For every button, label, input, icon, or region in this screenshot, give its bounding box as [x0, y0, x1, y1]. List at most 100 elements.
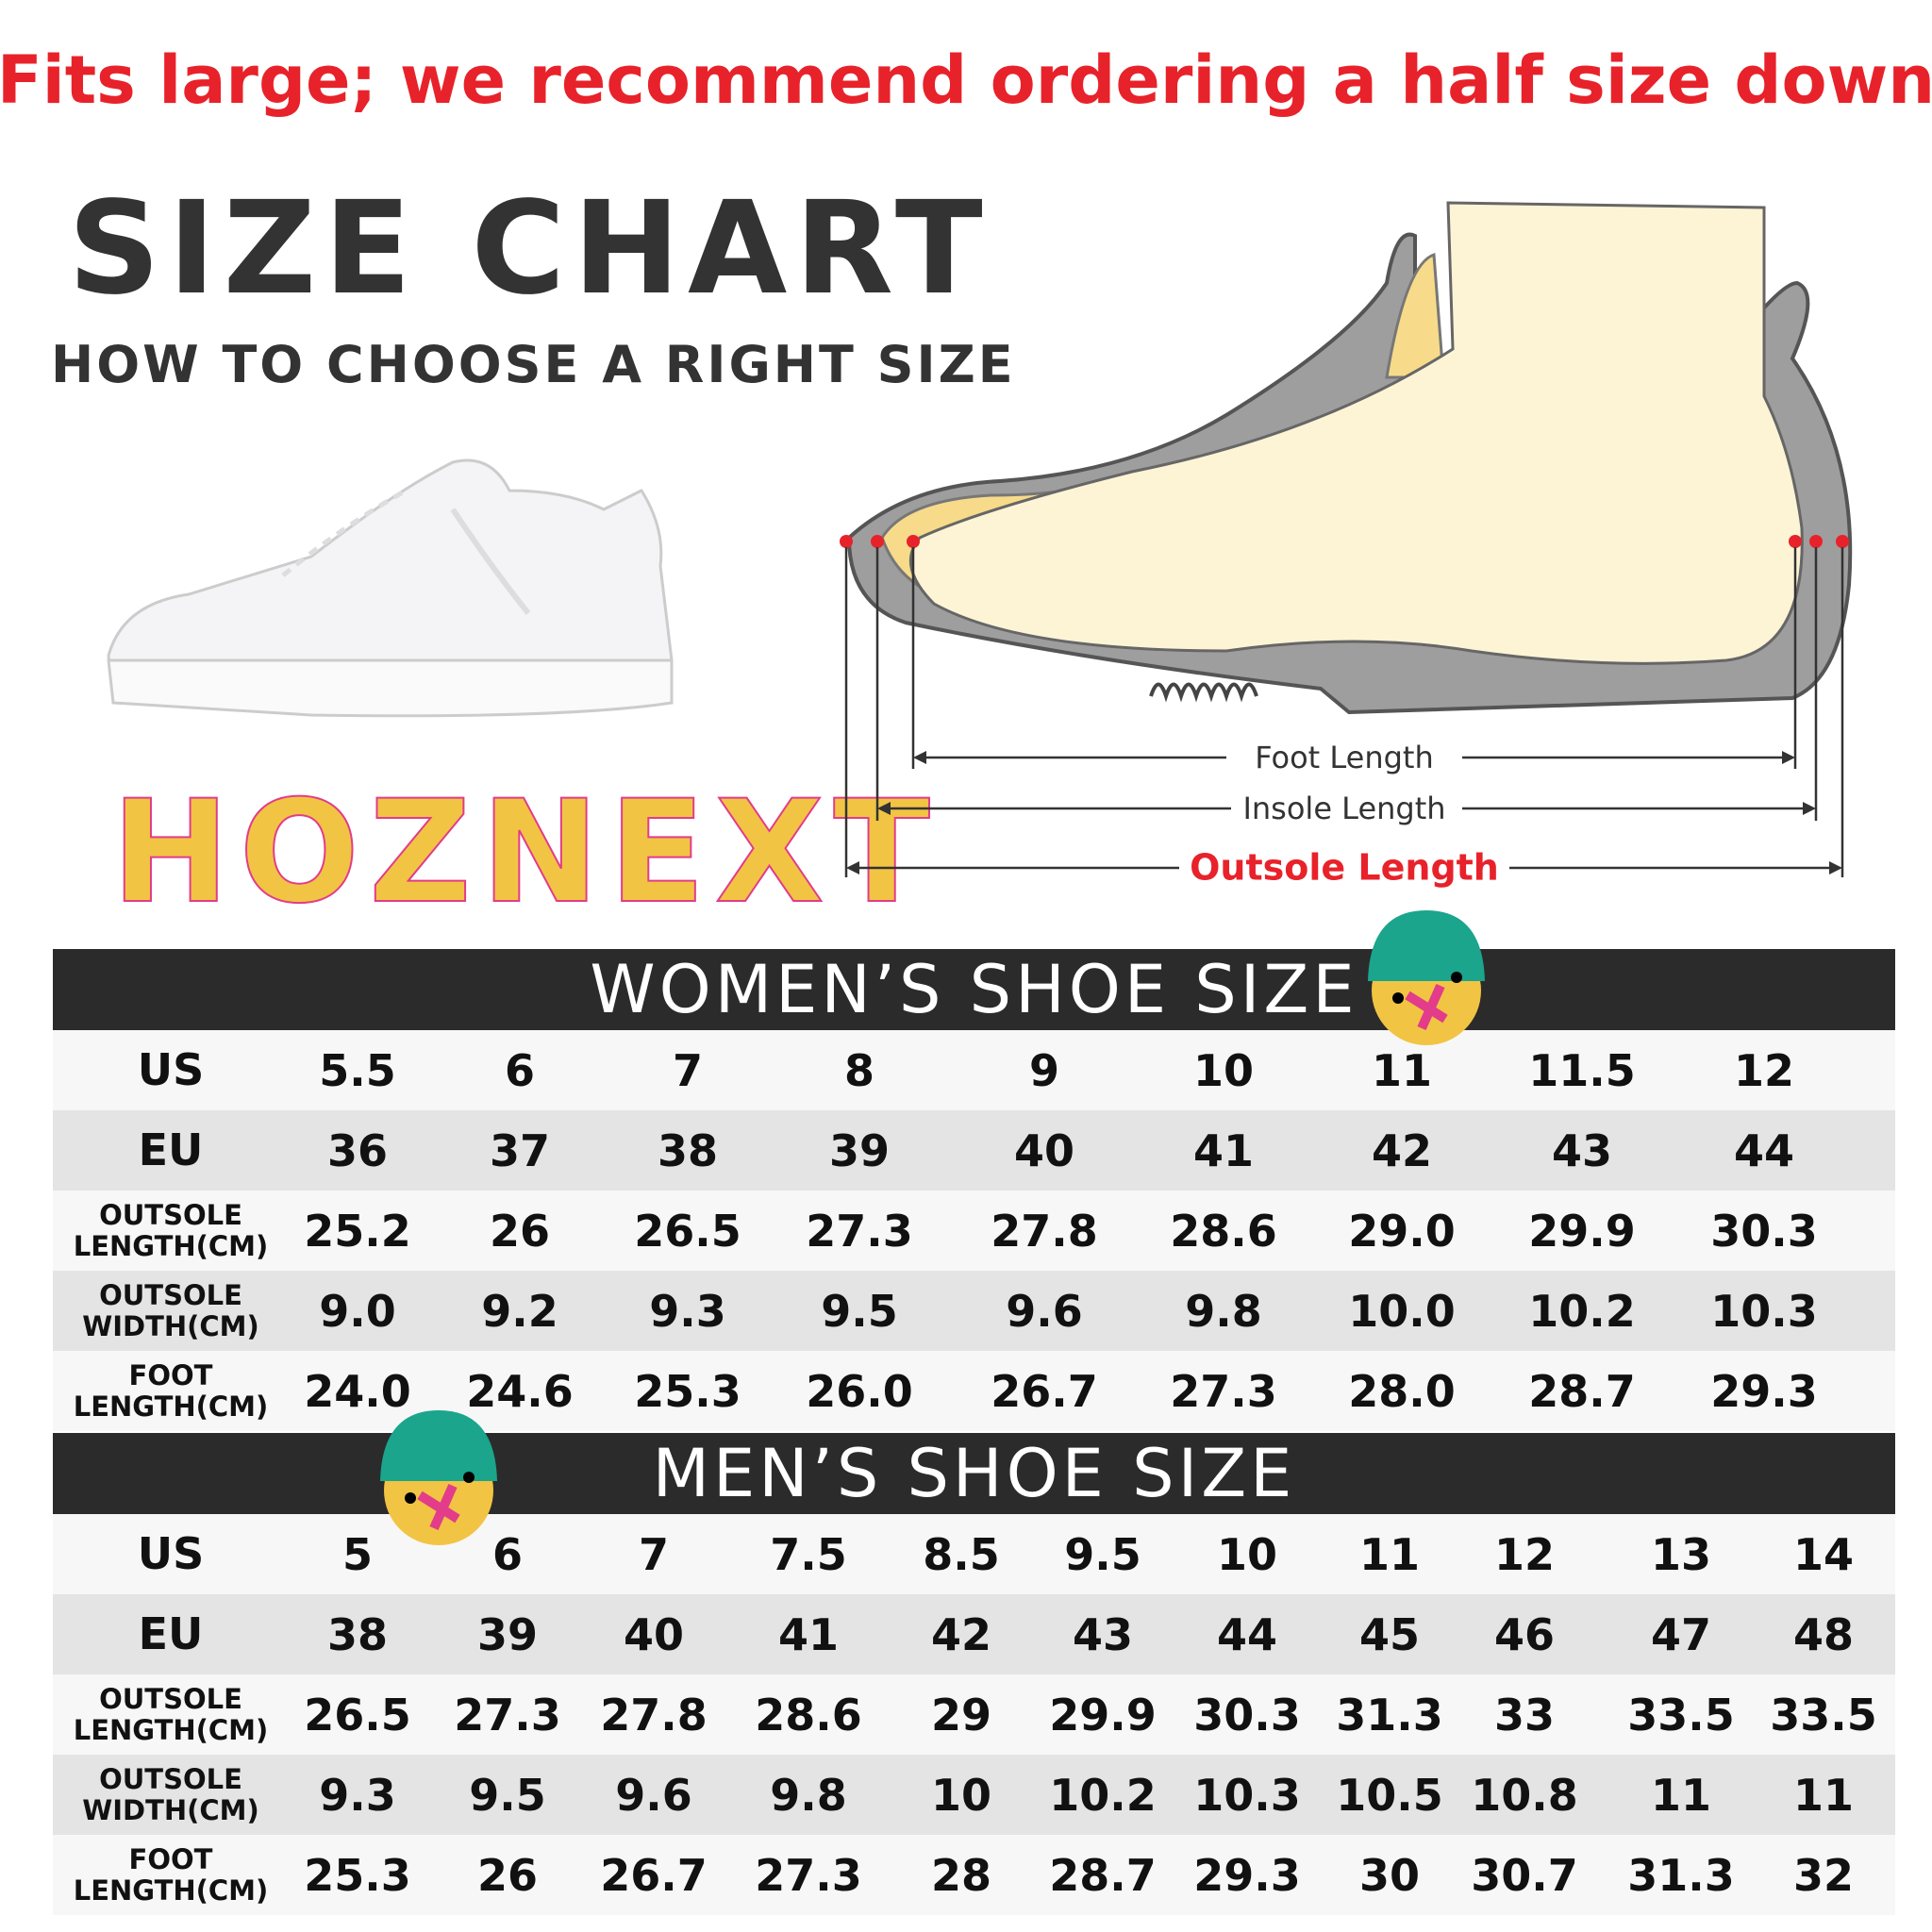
table-cell: 28.7	[1528, 1365, 1636, 1417]
table-cell: 7.5	[770, 1528, 847, 1580]
banner: Fits large; we recommend ordering a half…	[0, 42, 1932, 119]
table-cell: 30.3	[1710, 1205, 1818, 1257]
diagram-label: Insole Length	[1242, 791, 1445, 826]
row-label: FOOT LENGTH(CM)	[73, 1842, 269, 1907]
table-cell: 42	[1371, 1124, 1432, 1176]
table-cell: 27.3	[454, 1689, 561, 1740]
table-cell: 11	[1358, 1528, 1420, 1580]
logo: HOZNEXT	[110, 770, 940, 936]
diagram-label: Foot Length	[1255, 740, 1434, 775]
table-cell: 10.5	[1336, 1769, 1443, 1821]
table-cell: 27.3	[1170, 1365, 1277, 1417]
table-cell: 7	[672, 1044, 703, 1096]
row-label: OUTSOLE WIDTH(CM)	[82, 1278, 259, 1342]
subtitle: HOW TO CHOOSE A RIGHT SIZE	[51, 335, 1016, 394]
table-cell: 26.7	[991, 1365, 1098, 1417]
table-cell: 26.5	[634, 1205, 741, 1257]
table-cell: 10	[1192, 1044, 1254, 1096]
table-cell: 9.2	[481, 1285, 558, 1337]
table-cell: 9.0	[319, 1285, 396, 1337]
table-cell: 10.2	[1528, 1285, 1636, 1337]
table-cell: 31.3	[1627, 1849, 1735, 1901]
logo-text: HOZNEXT	[111, 771, 940, 935]
table-cell: 44	[1216, 1608, 1277, 1660]
table-cell: 9.3	[319, 1769, 396, 1821]
table-row	[53, 1110, 1895, 1191]
table-cell: 33.5	[1770, 1689, 1877, 1740]
table-cell: 11	[1650, 1769, 1711, 1821]
table-row	[53, 1835, 1895, 1915]
table-cell: 9.6	[615, 1769, 692, 1821]
table-cell: 27.8	[600, 1689, 708, 1740]
table-cell: 9	[1028, 1044, 1059, 1096]
table-cell: 40	[623, 1608, 684, 1660]
row-label: FOOT LENGTH(CM)	[73, 1358, 269, 1423]
table-cell: 28.6	[755, 1689, 862, 1740]
row-label: EU	[138, 1124, 204, 1175]
row-label: OUTSOLE WIDTH(CM)	[82, 1762, 259, 1826]
table-cell: 28.0	[1348, 1365, 1456, 1417]
diagram-label: Outsole Length	[1190, 847, 1499, 889]
table-cell: 11	[1371, 1044, 1432, 1096]
table-cell: 33.5	[1627, 1689, 1735, 1740]
table-cell: 10.2	[1049, 1769, 1157, 1821]
table-cell: 39	[828, 1124, 890, 1176]
table-cell: 12	[1493, 1528, 1555, 1580]
table-cell: 9.5	[821, 1285, 898, 1337]
table-cell: 26	[489, 1205, 550, 1257]
table-cell: 46	[1493, 1608, 1555, 1660]
table-row	[53, 1594, 1895, 1674]
table-row	[53, 1755, 1895, 1835]
table-cell: 10.3	[1193, 1769, 1301, 1821]
table-cell: 6	[491, 1528, 523, 1580]
row-label: US	[137, 1528, 205, 1579]
table-title: WOMEN’S SHOE SIZE	[53, 949, 1895, 1030]
table-cell: 29.0	[1348, 1205, 1456, 1257]
table-cell: 38	[326, 1608, 388, 1660]
table-cell: 29.9	[1049, 1689, 1157, 1740]
table-cell: 32	[1792, 1849, 1854, 1901]
table-cell: 25.2	[304, 1205, 411, 1257]
table-cell: 24.6	[466, 1365, 574, 1417]
table-row	[53, 1271, 1895, 1351]
table-cell: 13	[1650, 1528, 1711, 1580]
table-cell: 6	[504, 1044, 535, 1096]
table-cell: 12	[1733, 1044, 1794, 1096]
table-cell: 24.0	[304, 1365, 411, 1417]
table-row	[53, 1514, 1895, 1594]
row-label: US	[137, 1044, 205, 1095]
row-label: EU	[138, 1608, 204, 1659]
table-cell: 5.5	[319, 1044, 396, 1096]
table-cell: 7	[638, 1528, 669, 1580]
table-cell: 27.8	[991, 1205, 1098, 1257]
table-cell: 30	[1358, 1849, 1420, 1901]
table-cell: 28.6	[1170, 1205, 1277, 1257]
table-cell: 29.9	[1528, 1205, 1636, 1257]
table-cell: 11.5	[1528, 1044, 1636, 1096]
table-cell: 27.3	[755, 1849, 862, 1901]
table-cell: 26.7	[600, 1849, 708, 1901]
table-cell: 41	[777, 1608, 839, 1660]
table-cell: 10	[930, 1769, 991, 1821]
row-label: OUTSOLE LENGTH(CM)	[73, 1198, 269, 1262]
table-cell: 29.3	[1193, 1849, 1301, 1901]
table-cell: 38	[657, 1124, 718, 1176]
sneaker	[107, 458, 674, 718]
table-cell: 26.5	[304, 1689, 411, 1740]
table-cell: 45	[1358, 1608, 1420, 1660]
table-cell: 9.8	[1185, 1285, 1262, 1337]
table-cell: 10.0	[1348, 1285, 1456, 1337]
table-cell: 31.3	[1336, 1689, 1443, 1740]
table-cell: 30.7	[1471, 1849, 1578, 1901]
table-row	[53, 1191, 1895, 1271]
table-cell: 42	[930, 1608, 991, 1660]
table-cell: 29	[930, 1689, 991, 1740]
table-cell: 9.8	[770, 1769, 847, 1821]
table-cell: 14	[1792, 1528, 1854, 1580]
table-row	[53, 1030, 1895, 1110]
table-title: MEN’S SHOE SIZE	[53, 1433, 1895, 1514]
table-cell: 5	[341, 1528, 373, 1580]
table-row	[53, 1351, 1895, 1431]
